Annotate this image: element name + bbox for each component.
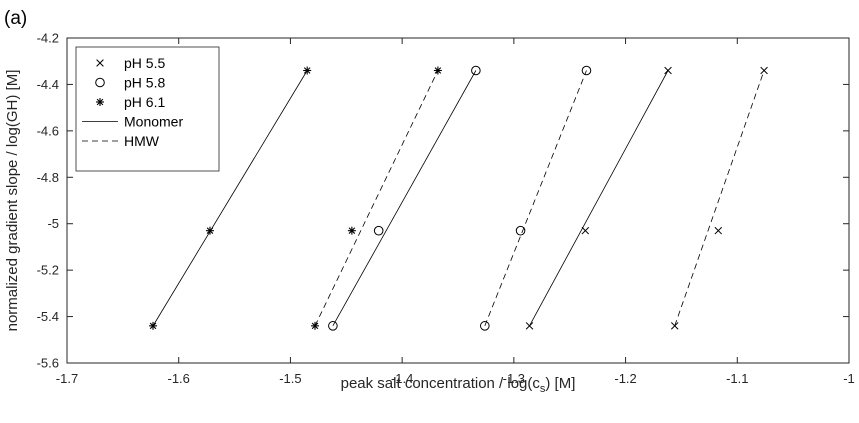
x-tick-label: -1.4	[391, 371, 413, 386]
x-tick-label: -1.7	[56, 371, 78, 386]
legend-item: pH 5.8	[95, 75, 165, 91]
data-point	[581, 65, 592, 76]
legend-box	[75, 46, 220, 172]
legend-item: HMW	[82, 133, 160, 149]
legend-marker	[95, 77, 105, 88]
data-point	[670, 322, 679, 330]
y-tick-label: -5	[47, 216, 59, 231]
x-tick-label: -1.2	[614, 371, 636, 386]
legend-label: HMW	[124, 133, 160, 149]
legend-item: pH 6.1	[96, 94, 165, 110]
x-tick-label: -1.3	[503, 371, 525, 386]
data-point	[760, 66, 768, 75]
y-tick-label: -5.6	[37, 356, 59, 371]
legend-item: pH 5.5	[96, 55, 165, 71]
data-points	[149, 65, 768, 331]
data-point	[311, 321, 320, 330]
panel-label: (a)	[4, 8, 27, 29]
fit-lines	[152, 70, 765, 327]
fit-line-hmw	[674, 70, 765, 326]
data-point	[714, 226, 723, 235]
y-tick-label: -4.6	[37, 123, 59, 138]
fit-line-monomer	[529, 70, 669, 327]
legend-marker	[96, 98, 104, 106]
data-point	[471, 65, 481, 76]
data-point	[205, 226, 214, 235]
x-tick-label: -1.5	[279, 371, 301, 386]
y-tick-label: -5.2	[37, 263, 59, 278]
x-tick-label: -1.1	[726, 371, 748, 386]
data-point	[149, 321, 158, 330]
data-point	[347, 226, 356, 235]
legend-label: pH 5.8	[124, 75, 165, 91]
data-point	[328, 321, 338, 331]
legend-item: Monomer	[82, 114, 183, 130]
y-tick-label: -4.2	[37, 31, 59, 46]
x-tick-label: -1.6	[168, 371, 190, 386]
y-tick-label: -4.8	[37, 170, 59, 185]
data-point	[581, 226, 590, 235]
y-axis: -5.6 -5.4 -5.2 -5 -4.8 -4.6 -4.4 -4.2	[37, 31, 849, 371]
x-axis: -1.7 -1.6 -1.5 -1.4 -1.3 -1.2 -1.1 -1	[56, 38, 855, 386]
data-point	[433, 66, 442, 75]
x-axis-label: peak salt concentration / log(cs) [M]	[341, 375, 576, 395]
legend-marker	[96, 59, 104, 67]
data-point	[525, 322, 534, 330]
data-point	[515, 225, 526, 236]
legend-label: Monomer	[124, 114, 183, 130]
x-tick-label: -1	[843, 371, 855, 386]
y-tick-label: -4.4	[37, 77, 59, 92]
y-tick-label: -5.4	[37, 309, 59, 324]
fit-line-hmw	[314, 70, 439, 327]
data-point	[303, 66, 312, 75]
data-point	[480, 321, 490, 331]
fit-line-monomer	[332, 70, 477, 327]
legend-label: pH 6.1	[124, 94, 165, 110]
data-point	[664, 66, 672, 75]
data-point	[373, 225, 384, 236]
fit-line-hmw	[484, 70, 587, 327]
y-axis-label: normalized gradient slope / log(GH) [M]	[4, 70, 21, 332]
legend-label: pH 5.5	[124, 55, 165, 71]
legend: pH 5.5 pH 5.8 pH 6.1 Monomer HMW	[75, 46, 220, 172]
fit-line-monomer	[152, 70, 308, 327]
